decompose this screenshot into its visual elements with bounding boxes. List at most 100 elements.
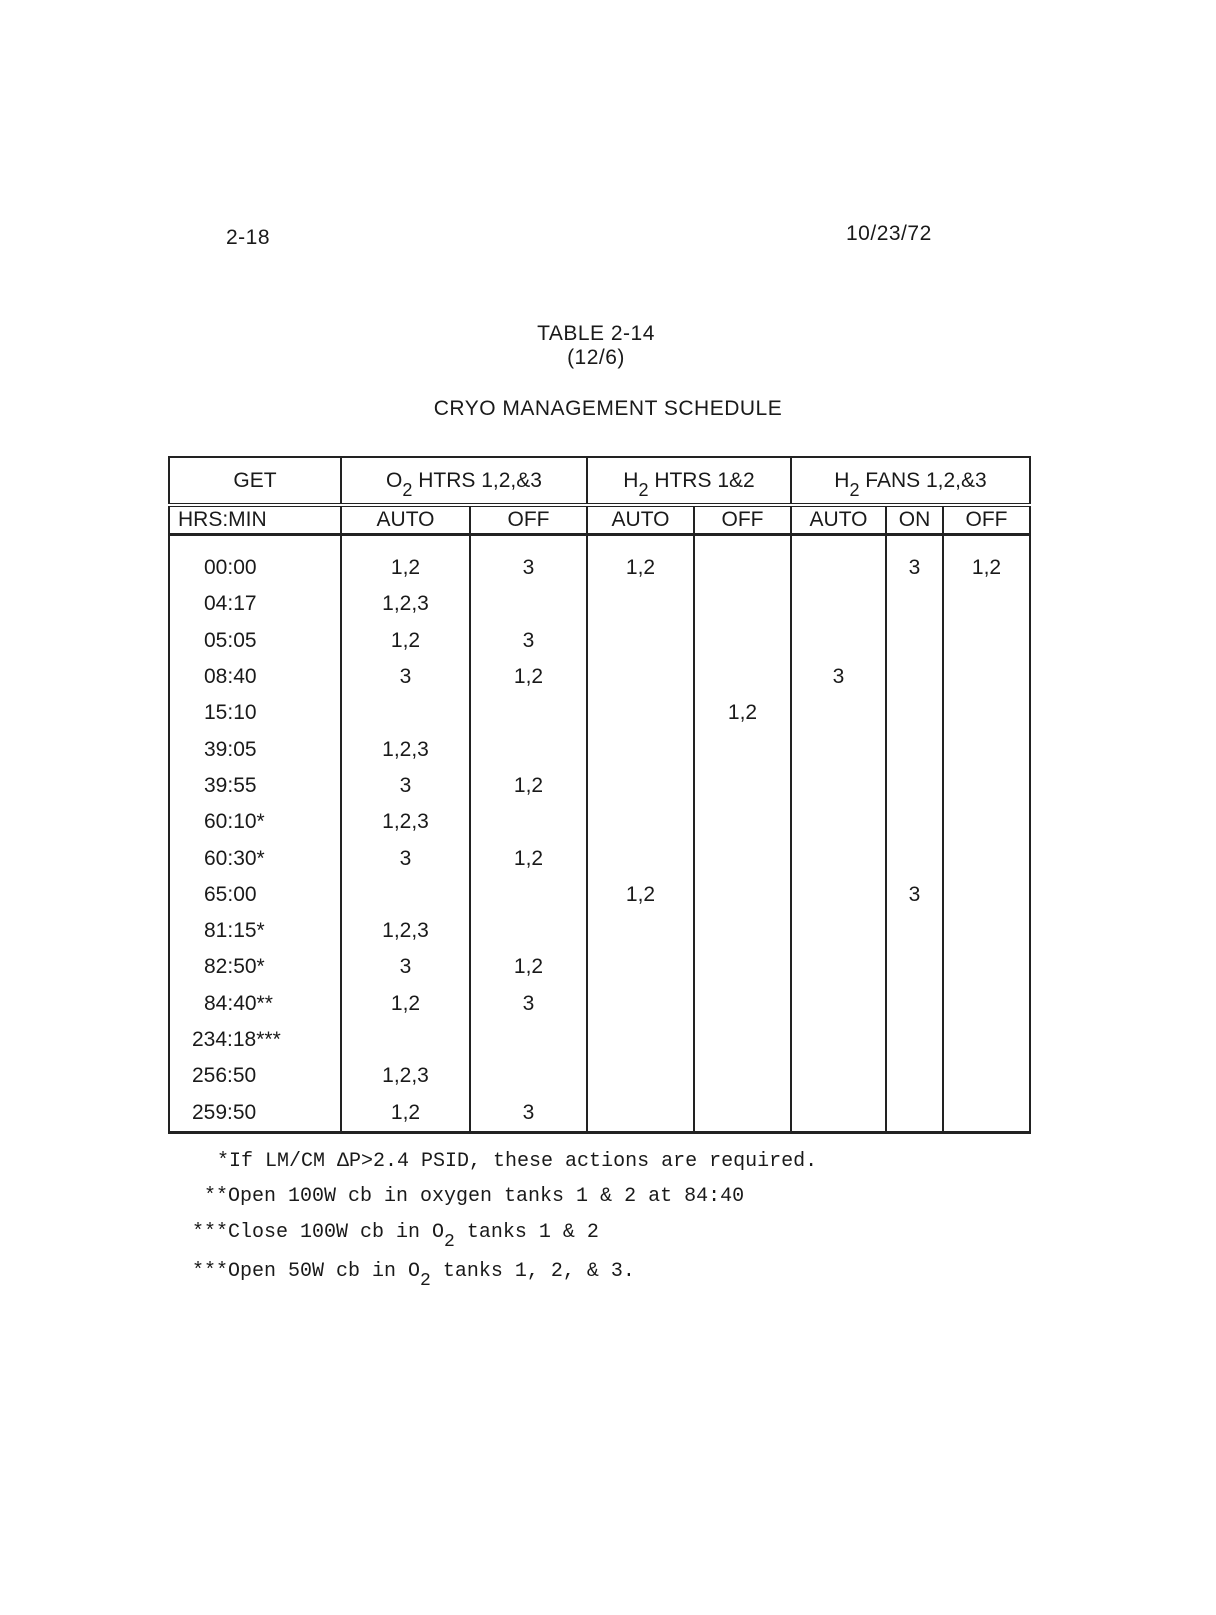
spacer-cell: [790, 534, 887, 550]
cell-o2-off: 3: [469, 1094, 588, 1134]
sub-header-row: HRS:MIN AUTO OFF AUTO OFF AUTO ON OFF: [168, 505, 1031, 536]
cell-o2-off: 1,2: [469, 658, 588, 696]
cell-o2-auto: 1,2: [340, 1094, 471, 1134]
cell-h2-heater-auto: [586, 622, 695, 659]
footnote-3: ***Close 100W cb in O2 tanks 1 & 2: [192, 1221, 599, 1252]
cell-h2-fan-off: [942, 731, 1031, 768]
sub-header-7: OFF: [942, 505, 1031, 536]
cell-o2-auto: 1,2: [340, 622, 471, 659]
cell-get-time: 234:18***: [168, 1021, 342, 1059]
cell-h2-fan-auto: [790, 1094, 887, 1134]
table-row: 60:30* 3 1,2: [168, 840, 1031, 877]
table-revision: (12/6): [567, 346, 625, 369]
cell-h2-fan-on: [885, 1058, 944, 1095]
cell-get-time: 84:40**: [168, 985, 342, 1022]
cell-h2-heater-auto: [586, 1021, 695, 1059]
cell-h2-fan-auto: 3: [790, 658, 887, 696]
cell-o2-off: [469, 1021, 588, 1059]
table-row: 81:15* 1,2,3: [168, 912, 1031, 950]
cell-o2-off: 1,2: [469, 840, 588, 877]
cell-o2-off: [469, 804, 588, 841]
cell-h2-fan-off: [942, 804, 1031, 841]
cell-h2-heater-auto: [586, 985, 695, 1022]
cell-h2-fan-on: 3: [885, 876, 944, 913]
cell-h2-fan-auto: [790, 949, 887, 986]
table-row: 00:00 1,2 3 1,2 3 1,2: [168, 550, 1031, 587]
cell-get-time: 82:50*: [168, 949, 342, 986]
cell-h2-fan-on: [885, 731, 944, 768]
sub-header-2: OFF: [469, 505, 588, 536]
cell-get-time: 65:00: [168, 876, 342, 913]
cell-h2-fan-on: [885, 1094, 944, 1134]
cell-h2-heater-auto: [586, 1094, 695, 1134]
cell-h2-heater-off: [693, 622, 792, 659]
cell-o2-off: [469, 731, 588, 768]
cell-o2-off: [469, 586, 588, 623]
cell-h2-fan-auto: [790, 876, 887, 913]
spacer-cell: [340, 534, 471, 550]
cell-h2-fan-on: [885, 949, 944, 986]
table-row: 82:50* 3 1,2: [168, 949, 1031, 986]
cell-get-time: 60:30*: [168, 840, 342, 877]
cell-h2-fan-on: 3: [885, 550, 944, 587]
cell-o2-auto: 3: [340, 767, 471, 805]
cell-h2-fan-off: [942, 1021, 1031, 1059]
spacer-cell: [885, 534, 944, 550]
cell-get-time: 81:15*: [168, 912, 342, 950]
sub-header-4: OFF: [693, 505, 792, 536]
cryo-schedule-table: GET O2 HTRS 1,2,&3 H2 HTRS 1&2 H2 FANS 1…: [168, 456, 1031, 1134]
cell-h2-heater-off: [693, 949, 792, 986]
cell-h2-fan-auto: [790, 985, 887, 1022]
cell-o2-auto: 3: [340, 840, 471, 877]
cell-h2-fan-auto: [790, 804, 887, 841]
table-row: 39:05 1,2,3: [168, 731, 1031, 768]
cell-h2-fan-off: [942, 767, 1031, 805]
cell-h2-heater-auto: 1,2: [586, 876, 695, 913]
cell-get-time: 256:50: [168, 1058, 342, 1095]
spacer-cell: [586, 534, 695, 550]
cell-o2-off: 3: [469, 985, 588, 1022]
cell-o2-auto: [340, 695, 471, 732]
cell-o2-off: 3: [469, 550, 588, 587]
table-row: 84:40** 1,2 3: [168, 985, 1031, 1022]
cell-o2-off: 3: [469, 622, 588, 659]
cell-h2-heater-auto: [586, 695, 695, 732]
sub-header-6: ON: [885, 505, 944, 536]
cell-h2-fan-off: [942, 1094, 1031, 1134]
group-header-row: GET O2 HTRS 1,2,&3 H2 HTRS 1&2 H2 FANS 1…: [168, 456, 1031, 507]
cell-h2-fan-off: 1,2: [942, 550, 1031, 587]
cell-o2-auto: 1,2,3: [340, 586, 471, 623]
cell-h2-fan-off: [942, 586, 1031, 623]
cell-h2-fan-on: [885, 622, 944, 659]
cell-o2-auto: [340, 876, 471, 913]
cell-h2-heater-off: [693, 550, 792, 587]
cell-h2-heater-off: [693, 1094, 792, 1134]
table-row: 08:40 3 1,2 3: [168, 658, 1031, 696]
cell-o2-auto: 1,2,3: [340, 804, 471, 841]
sub-header-0: HRS:MIN: [168, 505, 342, 536]
cell-h2-heater-auto: [586, 767, 695, 805]
cell-h2-fan-on: [885, 695, 944, 732]
cell-get-time: 00:00: [168, 550, 342, 587]
cell-h2-heater-off: 1,2: [693, 695, 792, 732]
sub-header-5: AUTO: [790, 505, 887, 536]
page-date: 10/23/72: [846, 222, 932, 245]
cell-h2-fan-off: [942, 622, 1031, 659]
cell-o2-off: [469, 1058, 588, 1095]
group-header-h2-fans: H2 FANS 1,2,&3: [790, 456, 1031, 507]
cell-o2-auto: 3: [340, 658, 471, 696]
cell-h2-fan-off: [942, 695, 1031, 732]
cell-h2-fan-auto: [790, 840, 887, 877]
table-row: 65:00 1,2 3: [168, 876, 1031, 913]
cell-h2-fan-on: [885, 985, 944, 1022]
cell-get-time: 04:17: [168, 586, 342, 623]
cell-h2-heater-off: [693, 876, 792, 913]
cell-o2-auto: 1,2: [340, 550, 471, 587]
cell-h2-fan-on: [885, 767, 944, 805]
spacer-cell: [469, 534, 588, 550]
table-row: 60:10* 1,2,3: [168, 804, 1031, 841]
cell-get-time: 05:05: [168, 622, 342, 659]
table-number: TABLE 2-14: [537, 322, 655, 345]
cell-h2-fan-auto: [790, 912, 887, 950]
footnote-4: ***Open 50W cb in O2 tanks 1, 2, & 3.: [192, 1260, 635, 1291]
